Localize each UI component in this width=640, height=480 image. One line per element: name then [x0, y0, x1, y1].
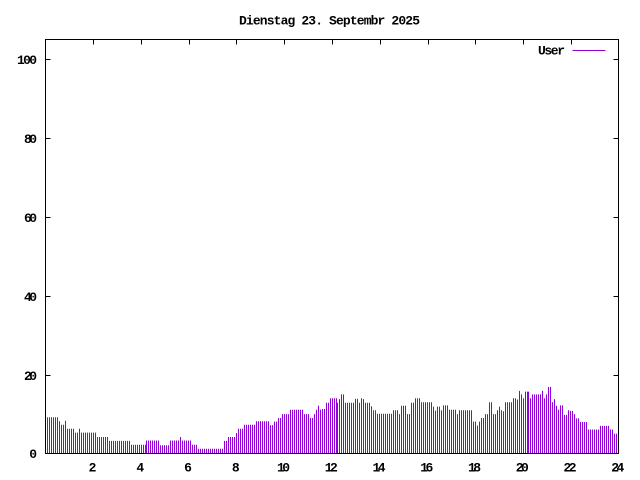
svg-text:60: 60	[24, 211, 37, 226]
svg-text:20: 20	[24, 369, 37, 384]
svg-text:4: 4	[136, 461, 144, 476]
svg-text:20: 20	[516, 461, 529, 476]
svg-text:22: 22	[564, 461, 577, 476]
svg-text:40: 40	[24, 290, 37, 305]
svg-text:User: User	[538, 44, 565, 59]
svg-text:8: 8	[232, 461, 240, 476]
svg-text:18: 18	[468, 461, 481, 476]
svg-text:100: 100	[17, 53, 37, 68]
svg-text:0: 0	[29, 447, 37, 462]
svg-text:6: 6	[184, 461, 192, 476]
svg-text:10: 10	[277, 461, 290, 476]
svg-text:80: 80	[24, 132, 37, 147]
svg-text:24: 24	[611, 461, 624, 476]
svg-text:2: 2	[89, 461, 97, 476]
svg-text:14: 14	[373, 461, 386, 476]
svg-text:Dienstag 23. Septembr 2025: Dienstag 23. Septembr 2025	[239, 14, 420, 29]
svg-text:16: 16	[420, 461, 433, 476]
svg-text:12: 12	[325, 461, 338, 476]
